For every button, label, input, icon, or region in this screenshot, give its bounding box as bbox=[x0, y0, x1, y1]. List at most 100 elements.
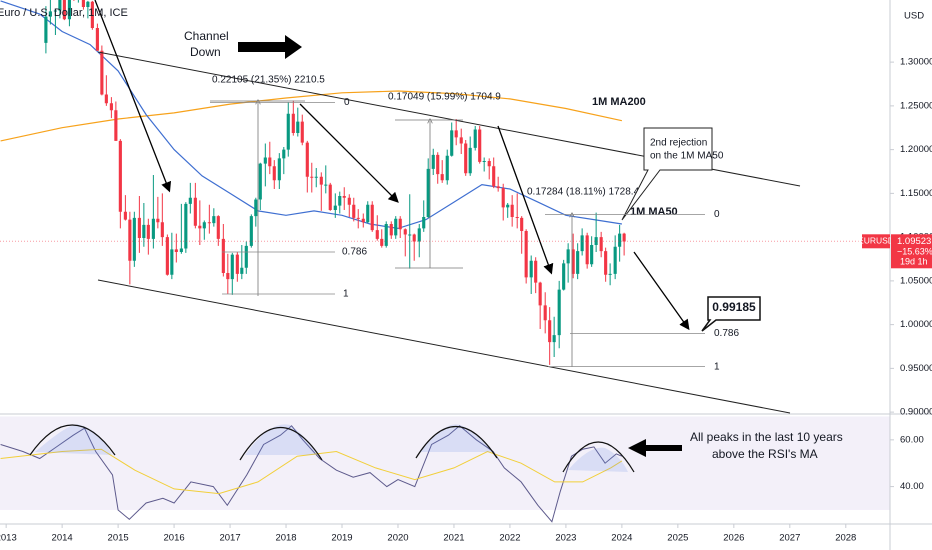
candle-body bbox=[510, 204, 514, 217]
candle-body bbox=[440, 174, 444, 181]
candle-body bbox=[282, 149, 286, 159]
candle-body bbox=[258, 163, 262, 200]
candle-body bbox=[132, 217, 136, 261]
candle-body bbox=[520, 217, 524, 231]
candle-body bbox=[310, 176, 314, 178]
arrow bbox=[497, 125, 554, 275]
candle-body bbox=[235, 254, 239, 274]
candle-body bbox=[426, 168, 430, 217]
candle-body bbox=[146, 224, 150, 239]
y-tick-label: 1.15000 bbox=[900, 188, 932, 199]
candle-body bbox=[179, 248, 183, 252]
fib-label: 0 bbox=[344, 97, 350, 108]
candle-body bbox=[450, 130, 454, 156]
candle-body bbox=[576, 251, 580, 274]
candle-body bbox=[314, 176, 318, 178]
candle-body bbox=[324, 184, 328, 186]
fib-label: 0 bbox=[714, 209, 720, 220]
candle-body bbox=[277, 158, 281, 181]
candle-body bbox=[212, 216, 216, 224]
candle-body bbox=[403, 229, 407, 235]
candle-body bbox=[160, 222, 164, 238]
candle-body bbox=[618, 233, 622, 247]
peak-arc bbox=[29, 424, 116, 456]
x-tick-label: 2024 bbox=[611, 533, 632, 544]
candle-body bbox=[422, 217, 426, 229]
y-tick-label: 1.20000 bbox=[900, 144, 932, 155]
y-tick-label: 1.30000 bbox=[900, 57, 932, 68]
rsi-tick-label: 60.00 bbox=[900, 434, 924, 445]
candle-body bbox=[506, 204, 510, 208]
x-tick-label: 2025 bbox=[667, 533, 688, 544]
candle-body bbox=[226, 273, 230, 280]
candle-body bbox=[90, 1, 94, 28]
candle-body bbox=[366, 204, 370, 223]
candle-body bbox=[156, 218, 160, 223]
candle-body bbox=[300, 121, 304, 143]
legend-label: 1M MA50 bbox=[630, 206, 678, 218]
price-label: 1.09523 bbox=[897, 236, 931, 247]
candle-body bbox=[571, 249, 575, 274]
candle-body bbox=[580, 235, 584, 252]
annotation: Down bbox=[190, 45, 221, 59]
y-tick-label: 0.90000 bbox=[900, 407, 932, 418]
candle-body bbox=[431, 154, 435, 169]
candle-body bbox=[249, 216, 253, 246]
candle-body bbox=[384, 224, 388, 246]
peak-shade bbox=[568, 447, 628, 472]
candle-body bbox=[263, 157, 267, 164]
candle-body bbox=[594, 237, 598, 245]
candle-body bbox=[58, 0, 62, 11]
candle-body bbox=[221, 238, 225, 273]
candle-body bbox=[417, 228, 421, 242]
x-tick-label: 2026 bbox=[723, 533, 744, 544]
x-tick-label: 2013 bbox=[0, 533, 17, 544]
candle-body bbox=[604, 251, 608, 275]
big-arrow bbox=[628, 439, 682, 457]
candle-body bbox=[184, 203, 188, 249]
x-tick-label: 2022 bbox=[499, 533, 520, 544]
candle-body bbox=[44, 16, 48, 43]
rsi-line bbox=[0, 425, 623, 523]
candle-body bbox=[137, 217, 141, 238]
candle-body bbox=[286, 113, 290, 150]
candle-body bbox=[361, 218, 365, 223]
candle-body bbox=[552, 335, 556, 343]
candle-body bbox=[599, 237, 603, 252]
candle-body bbox=[305, 142, 309, 177]
candle-body bbox=[165, 237, 169, 275]
fib-label: 1 bbox=[343, 289, 349, 300]
currency: USD bbox=[904, 11, 924, 22]
candle-body bbox=[319, 176, 323, 185]
candle-body bbox=[566, 249, 570, 264]
candle-body bbox=[529, 260, 533, 278]
candle-body bbox=[328, 184, 332, 210]
candle-body bbox=[412, 234, 416, 242]
candle-body bbox=[48, 11, 52, 17]
candle-body bbox=[291, 113, 295, 133]
candle-body bbox=[487, 161, 491, 167]
rsi-band bbox=[0, 416, 890, 510]
candle-body bbox=[408, 234, 412, 236]
annotation: Channel bbox=[184, 29, 229, 43]
candle-body bbox=[53, 10, 57, 12]
candle-body bbox=[389, 224, 393, 236]
candle-body bbox=[338, 196, 342, 206]
candle-body bbox=[109, 103, 113, 111]
candle-body bbox=[562, 263, 566, 290]
candle-body bbox=[142, 224, 146, 238]
x-tick-label: 2023 bbox=[555, 533, 576, 544]
x-tick-label: 2015 bbox=[108, 533, 129, 544]
candle-body bbox=[478, 129, 482, 162]
symbol-label: EURUSD bbox=[858, 236, 894, 246]
candle-body bbox=[347, 197, 351, 205]
symbol-tag bbox=[862, 234, 890, 249]
candle-body bbox=[436, 154, 440, 175]
candle-body bbox=[375, 230, 379, 239]
y-tick-label: 1.00000 bbox=[900, 319, 932, 330]
candle-body bbox=[524, 231, 528, 278]
candle-body bbox=[272, 166, 276, 181]
annotation: on the 1M MA50 bbox=[650, 151, 724, 162]
